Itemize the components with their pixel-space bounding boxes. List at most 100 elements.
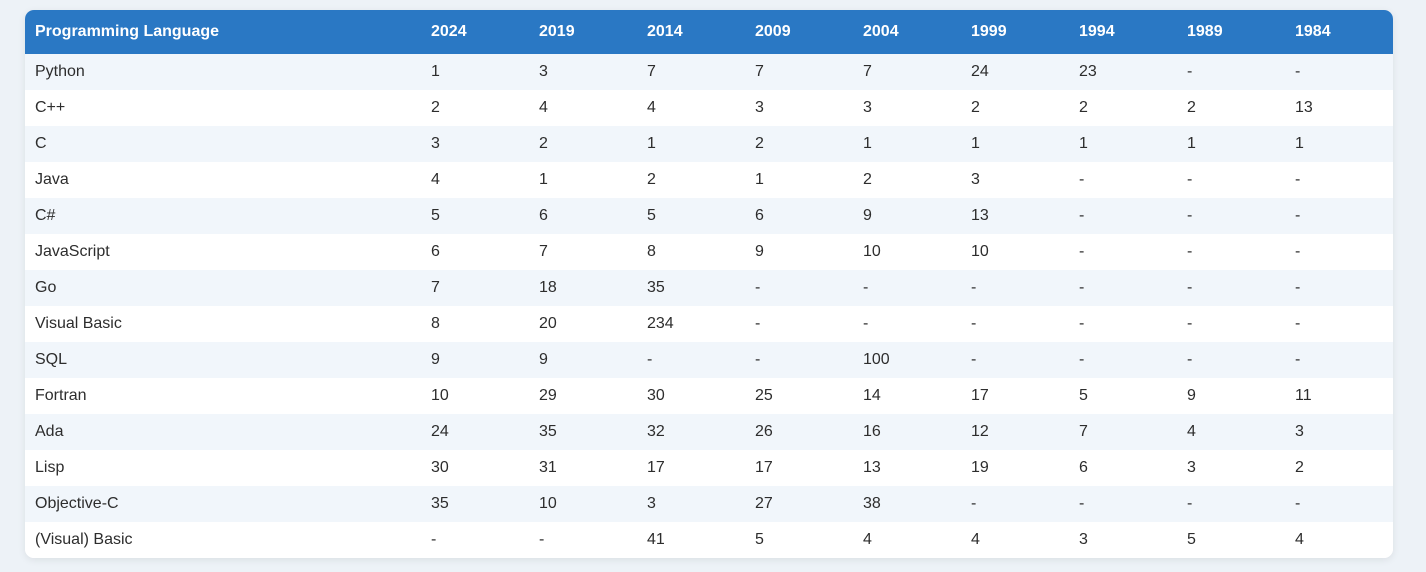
rank-cell: - bbox=[1079, 171, 1085, 188]
rank-cell: 3 bbox=[647, 495, 656, 512]
rank-cell: - bbox=[431, 531, 437, 548]
ranking-table-card: Programming Language 2024 2019 2014 2009 2004… bbox=[25, 10, 1393, 558]
table-body: Python 1 3 7 7 7 24 23- - C++ 2 4 4 3 3 2 2 2 13 C 3 2 1 2 1 1 1 1 1… bbox=[25, 54, 1393, 558]
language-cell: Python bbox=[35, 63, 85, 80]
rank-cell: - bbox=[1295, 207, 1301, 224]
rank-cell: - bbox=[1295, 279, 1301, 296]
table-row: Objective-C 35 10 3 27 38 - - - - bbox=[25, 486, 1393, 522]
rank-cell: - bbox=[1295, 495, 1301, 512]
rank-cell: - bbox=[1079, 351, 1085, 368]
column-header-year: 1994 bbox=[1079, 23, 1115, 40]
ranking-table: Programming Language 2024 2019 2014 2009 2004… bbox=[25, 10, 1393, 558]
rank-cell: 2 bbox=[1295, 459, 1304, 476]
rank-cell: - bbox=[539, 531, 545, 548]
language-cell: Lisp bbox=[35, 459, 65, 476]
rank-cell: 7 bbox=[755, 63, 764, 80]
rank-cell: 5 bbox=[1079, 387, 1088, 404]
column-header-language: Programming Language bbox=[35, 23, 220, 40]
rank-cell: 4 bbox=[1187, 423, 1196, 440]
column-header-year: 2004 bbox=[863, 23, 899, 40]
table-row: Visual Basic 8 20 234 - - - - - - bbox=[25, 306, 1393, 342]
rank-cell: 31 bbox=[539, 459, 557, 476]
rank-cell: 3 bbox=[1079, 531, 1088, 548]
column-header-year: 2019 bbox=[539, 23, 575, 40]
rank-cell: 3 bbox=[755, 99, 764, 116]
rank-cell: 100 bbox=[863, 351, 890, 368]
rank-cell: 10 bbox=[539, 495, 557, 512]
rank-cell: 10 bbox=[971, 243, 989, 260]
language-cell: Objective-C bbox=[35, 495, 119, 512]
rank-cell: 12 bbox=[971, 423, 989, 440]
rank-cell: 13 bbox=[1295, 99, 1313, 116]
header-row: Programming Language 2024 2019 2014 2009 2004… bbox=[25, 10, 1393, 54]
rank-cell: 32 bbox=[647, 423, 665, 440]
rank-cell: - bbox=[755, 351, 761, 368]
rank-cell: - bbox=[863, 315, 869, 332]
rank-cell: 2 bbox=[1187, 99, 1196, 116]
rank-cell: - bbox=[971, 495, 977, 512]
rank-cell: 35 bbox=[647, 279, 665, 296]
column-header-year: 2014 bbox=[647, 23, 683, 40]
rank-cell: - bbox=[1187, 207, 1193, 224]
rank-cell: 8 bbox=[431, 315, 440, 332]
rank-cell: 234 bbox=[647, 315, 674, 332]
rank-cell: 10 bbox=[863, 243, 881, 260]
table-row: C++ 2 4 4 3 3 2 2 2 13 bbox=[25, 90, 1393, 126]
rank-cell: 5 bbox=[755, 531, 764, 548]
table-row: (Visual) Basic - - 41 5 4 4 3 5 4 bbox=[25, 522, 1393, 558]
rank-cell: 25 bbox=[755, 387, 773, 404]
rank-cell: 17 bbox=[755, 459, 773, 476]
rank-cell: - bbox=[1079, 495, 1085, 512]
column-header-year: 1984 bbox=[1295, 23, 1331, 40]
rank-cell: 20 bbox=[539, 315, 557, 332]
rank-cell: 3 bbox=[1187, 459, 1196, 476]
rank-cell: 9 bbox=[863, 207, 872, 224]
language-cell: C# bbox=[35, 207, 56, 224]
rank-cell: 4 bbox=[647, 99, 656, 116]
table-header: Programming Language 2024 2019 2014 2009 2004… bbox=[25, 10, 1393, 54]
rank-cell: 3 bbox=[431, 135, 440, 152]
table-row: Go 7 18 35 - - - - - - bbox=[25, 270, 1393, 306]
rank-cell: 1 bbox=[1187, 135, 1196, 152]
rank-cell: 6 bbox=[539, 207, 548, 224]
table-row: C 3 2 1 2 1 1 1 1 1 bbox=[25, 126, 1393, 162]
language-cell: SQL bbox=[35, 351, 68, 368]
rank-cell: 13 bbox=[863, 459, 881, 476]
rank-cell: 4 bbox=[539, 99, 548, 116]
rank-cell: - bbox=[971, 315, 977, 332]
rank-cell: 18 bbox=[539, 279, 557, 296]
rank-cell: 9 bbox=[1187, 387, 1196, 404]
column-header-year: 2024 bbox=[431, 23, 467, 40]
rank-cell: - bbox=[971, 351, 977, 368]
rank-cell: 1 bbox=[863, 135, 872, 152]
rank-cell: 4 bbox=[1295, 531, 1304, 548]
rank-cell: 9 bbox=[539, 351, 548, 368]
rank-cell: 4 bbox=[431, 171, 440, 188]
rank-cell: 14 bbox=[863, 387, 881, 404]
rank-cell: 11 bbox=[1295, 387, 1312, 404]
rank-cell: 23 bbox=[1079, 63, 1097, 80]
rank-cell: 2 bbox=[971, 99, 980, 116]
column-header-year: 1989 bbox=[1187, 23, 1223, 40]
rank-cell: 3 bbox=[863, 99, 872, 116]
rank-cell: - bbox=[755, 315, 761, 332]
rank-cell: 6 bbox=[755, 207, 764, 224]
column-header-year: 1999 bbox=[971, 23, 1007, 40]
rank-cell: - bbox=[1187, 495, 1193, 512]
rank-cell: 4 bbox=[863, 531, 872, 548]
rank-cell: - bbox=[1187, 243, 1193, 260]
rank-cell: 7 bbox=[1079, 423, 1088, 440]
rank-cell: 2 bbox=[539, 135, 548, 152]
rank-cell: 9 bbox=[431, 351, 440, 368]
rank-cell: 7 bbox=[431, 279, 440, 296]
rank-cell: 4 bbox=[971, 531, 980, 548]
rank-cell: 29 bbox=[539, 387, 557, 404]
rank-cell: 24 bbox=[431, 423, 449, 440]
rank-cell: 7 bbox=[863, 63, 872, 80]
rank-cell: - bbox=[755, 279, 761, 296]
rank-cell: 2 bbox=[431, 99, 440, 116]
rank-cell: - bbox=[1187, 171, 1193, 188]
rank-cell: 5 bbox=[1187, 531, 1196, 548]
rank-cell: - bbox=[1079, 315, 1085, 332]
rank-cell: - bbox=[1079, 243, 1085, 260]
